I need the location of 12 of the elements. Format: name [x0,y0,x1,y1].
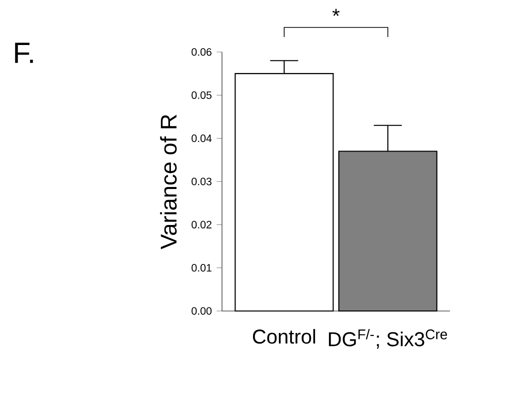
x-tick-label: Control [252,329,316,344]
y-tick-label: 0.02 [192,220,212,228]
y-tick-label: 0.04 [192,134,212,142]
y-tick-label: 0.03 [192,178,212,186]
chart-title: F. [15,42,33,63]
y-tick-label: 0.00 [192,307,212,315]
text: * [332,8,340,16]
y-tick-label: 0.01 [192,264,212,272]
y-tick-label: 0.06 [192,48,212,56]
y-tick-label: 0.05 [192,91,212,99]
y-axis-title: Variance of R [160,114,177,250]
x-tick-label: DG$^{F/-}$; Six3$^{Cre}$ [328,329,448,349]
